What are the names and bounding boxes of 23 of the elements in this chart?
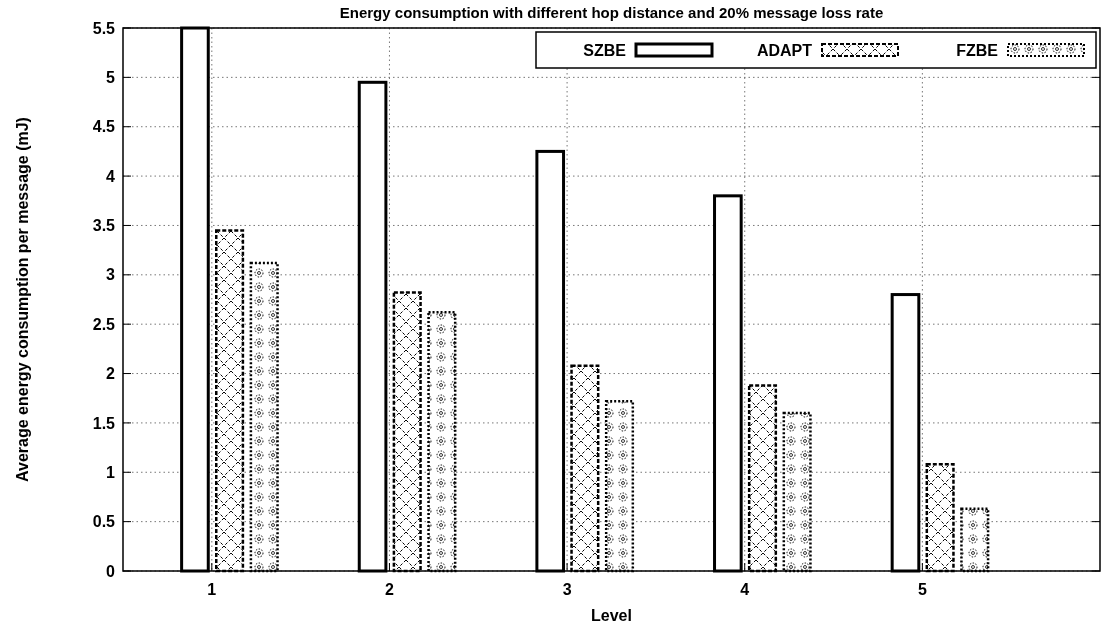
- y-tick-label: 2: [106, 365, 116, 383]
- x-tick-label: 2: [385, 581, 394, 598]
- legend-label: SZBE: [583, 41, 627, 59]
- y-tick-label: 4: [106, 167, 116, 185]
- legend-label: ADAPT: [756, 41, 813, 59]
- y-tick-label: 5: [106, 68, 116, 86]
- x-tick-label: 4: [740, 581, 750, 598]
- y-tick-label: 4.5: [92, 118, 116, 136]
- y-tick-label: 0: [106, 562, 116, 580]
- x-tick-label: 3: [562, 581, 572, 598]
- x-tick-label: 5: [917, 581, 927, 598]
- y-tick-label: 2.5: [92, 315, 116, 333]
- y-tick-label: 1.5: [92, 414, 116, 432]
- y-axis-title: Average energy consumption per message (mJ): [14, 117, 31, 482]
- y-tick-label: 3.5: [92, 217, 116, 235]
- y-tick-label: 3: [106, 266, 116, 284]
- y-tick-label: 5.5: [92, 19, 116, 37]
- legend-label: FZBE: [956, 41, 999, 59]
- x-axis-title: Level: [591, 607, 632, 624]
- x-tick-label: 1: [207, 581, 217, 598]
- chart-title: Energy consumption with different hop distance and 20% message loss rate: [339, 4, 884, 21]
- y-tick-label: 0.5: [92, 513, 116, 531]
- y-tick-label: 1: [106, 463, 116, 481]
